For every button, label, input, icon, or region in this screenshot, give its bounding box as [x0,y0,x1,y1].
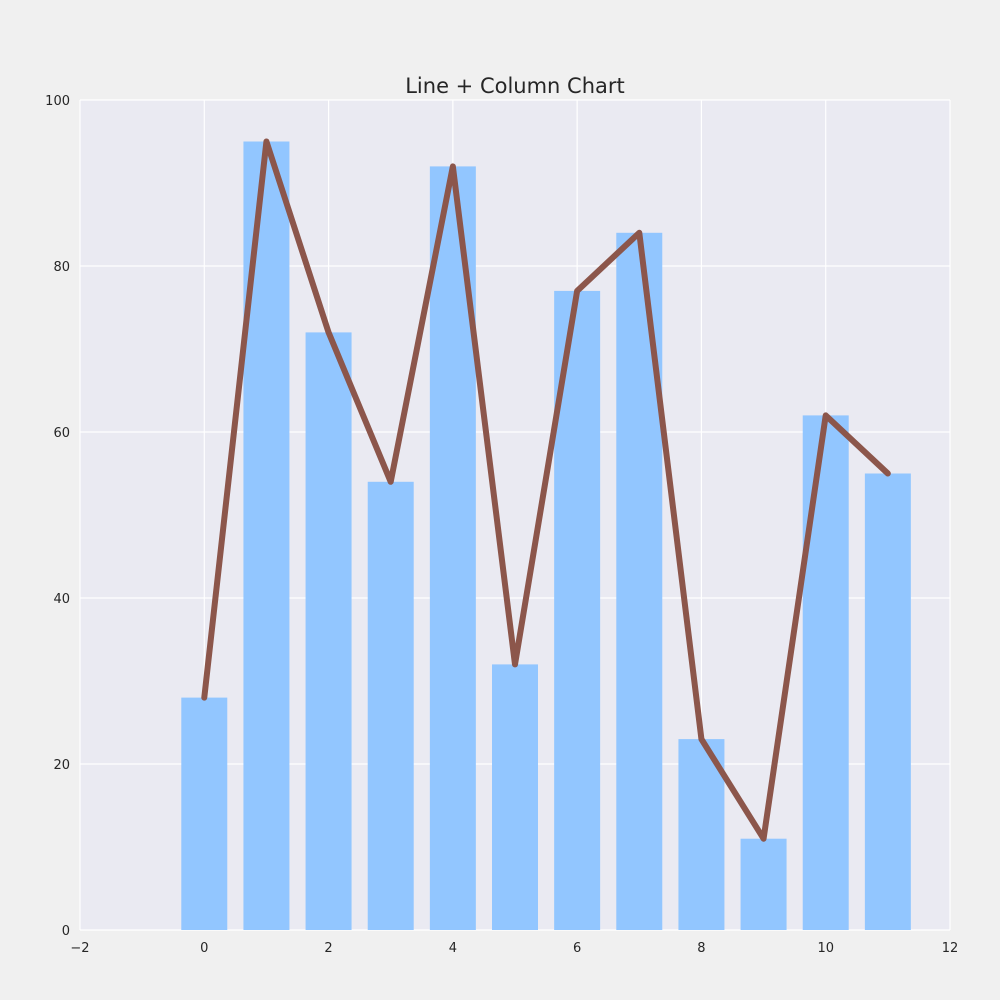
bar [864,473,911,930]
bar [367,481,414,930]
x-tick-label: 6 [573,941,581,956]
y-tick-label: 20 [53,758,70,773]
x-tick-label: −2 [70,941,89,956]
bar [616,232,663,931]
y-tick-label: 0 [62,924,70,939]
x-axis-ticks: −2 0 2 4 6 8 10 12 [70,941,958,956]
bar-series [181,141,911,931]
y-tick-label: 100 [45,94,70,109]
bar [305,332,352,930]
line-series [201,138,891,842]
x-tick-label: 2 [324,941,332,956]
bar [181,697,228,930]
bar [740,838,787,930]
y-axis-ticks: 0 20 40 60 80 100 [45,94,70,939]
x-tick-label: 12 [942,941,959,956]
y-tick-label: 60 [53,426,70,441]
y-tick-label: 80 [53,260,70,275]
x-tick-label: 4 [449,941,457,956]
series-line [201,138,891,842]
bar [678,739,725,930]
bar [492,664,538,930]
x-tick-label: 10 [817,941,834,956]
bar [802,415,849,930]
chart-title: Line + Column Chart [405,74,625,98]
x-tick-label: 8 [697,941,705,956]
x-tick-label: 0 [200,941,208,956]
y-tick-label: 40 [53,592,70,607]
